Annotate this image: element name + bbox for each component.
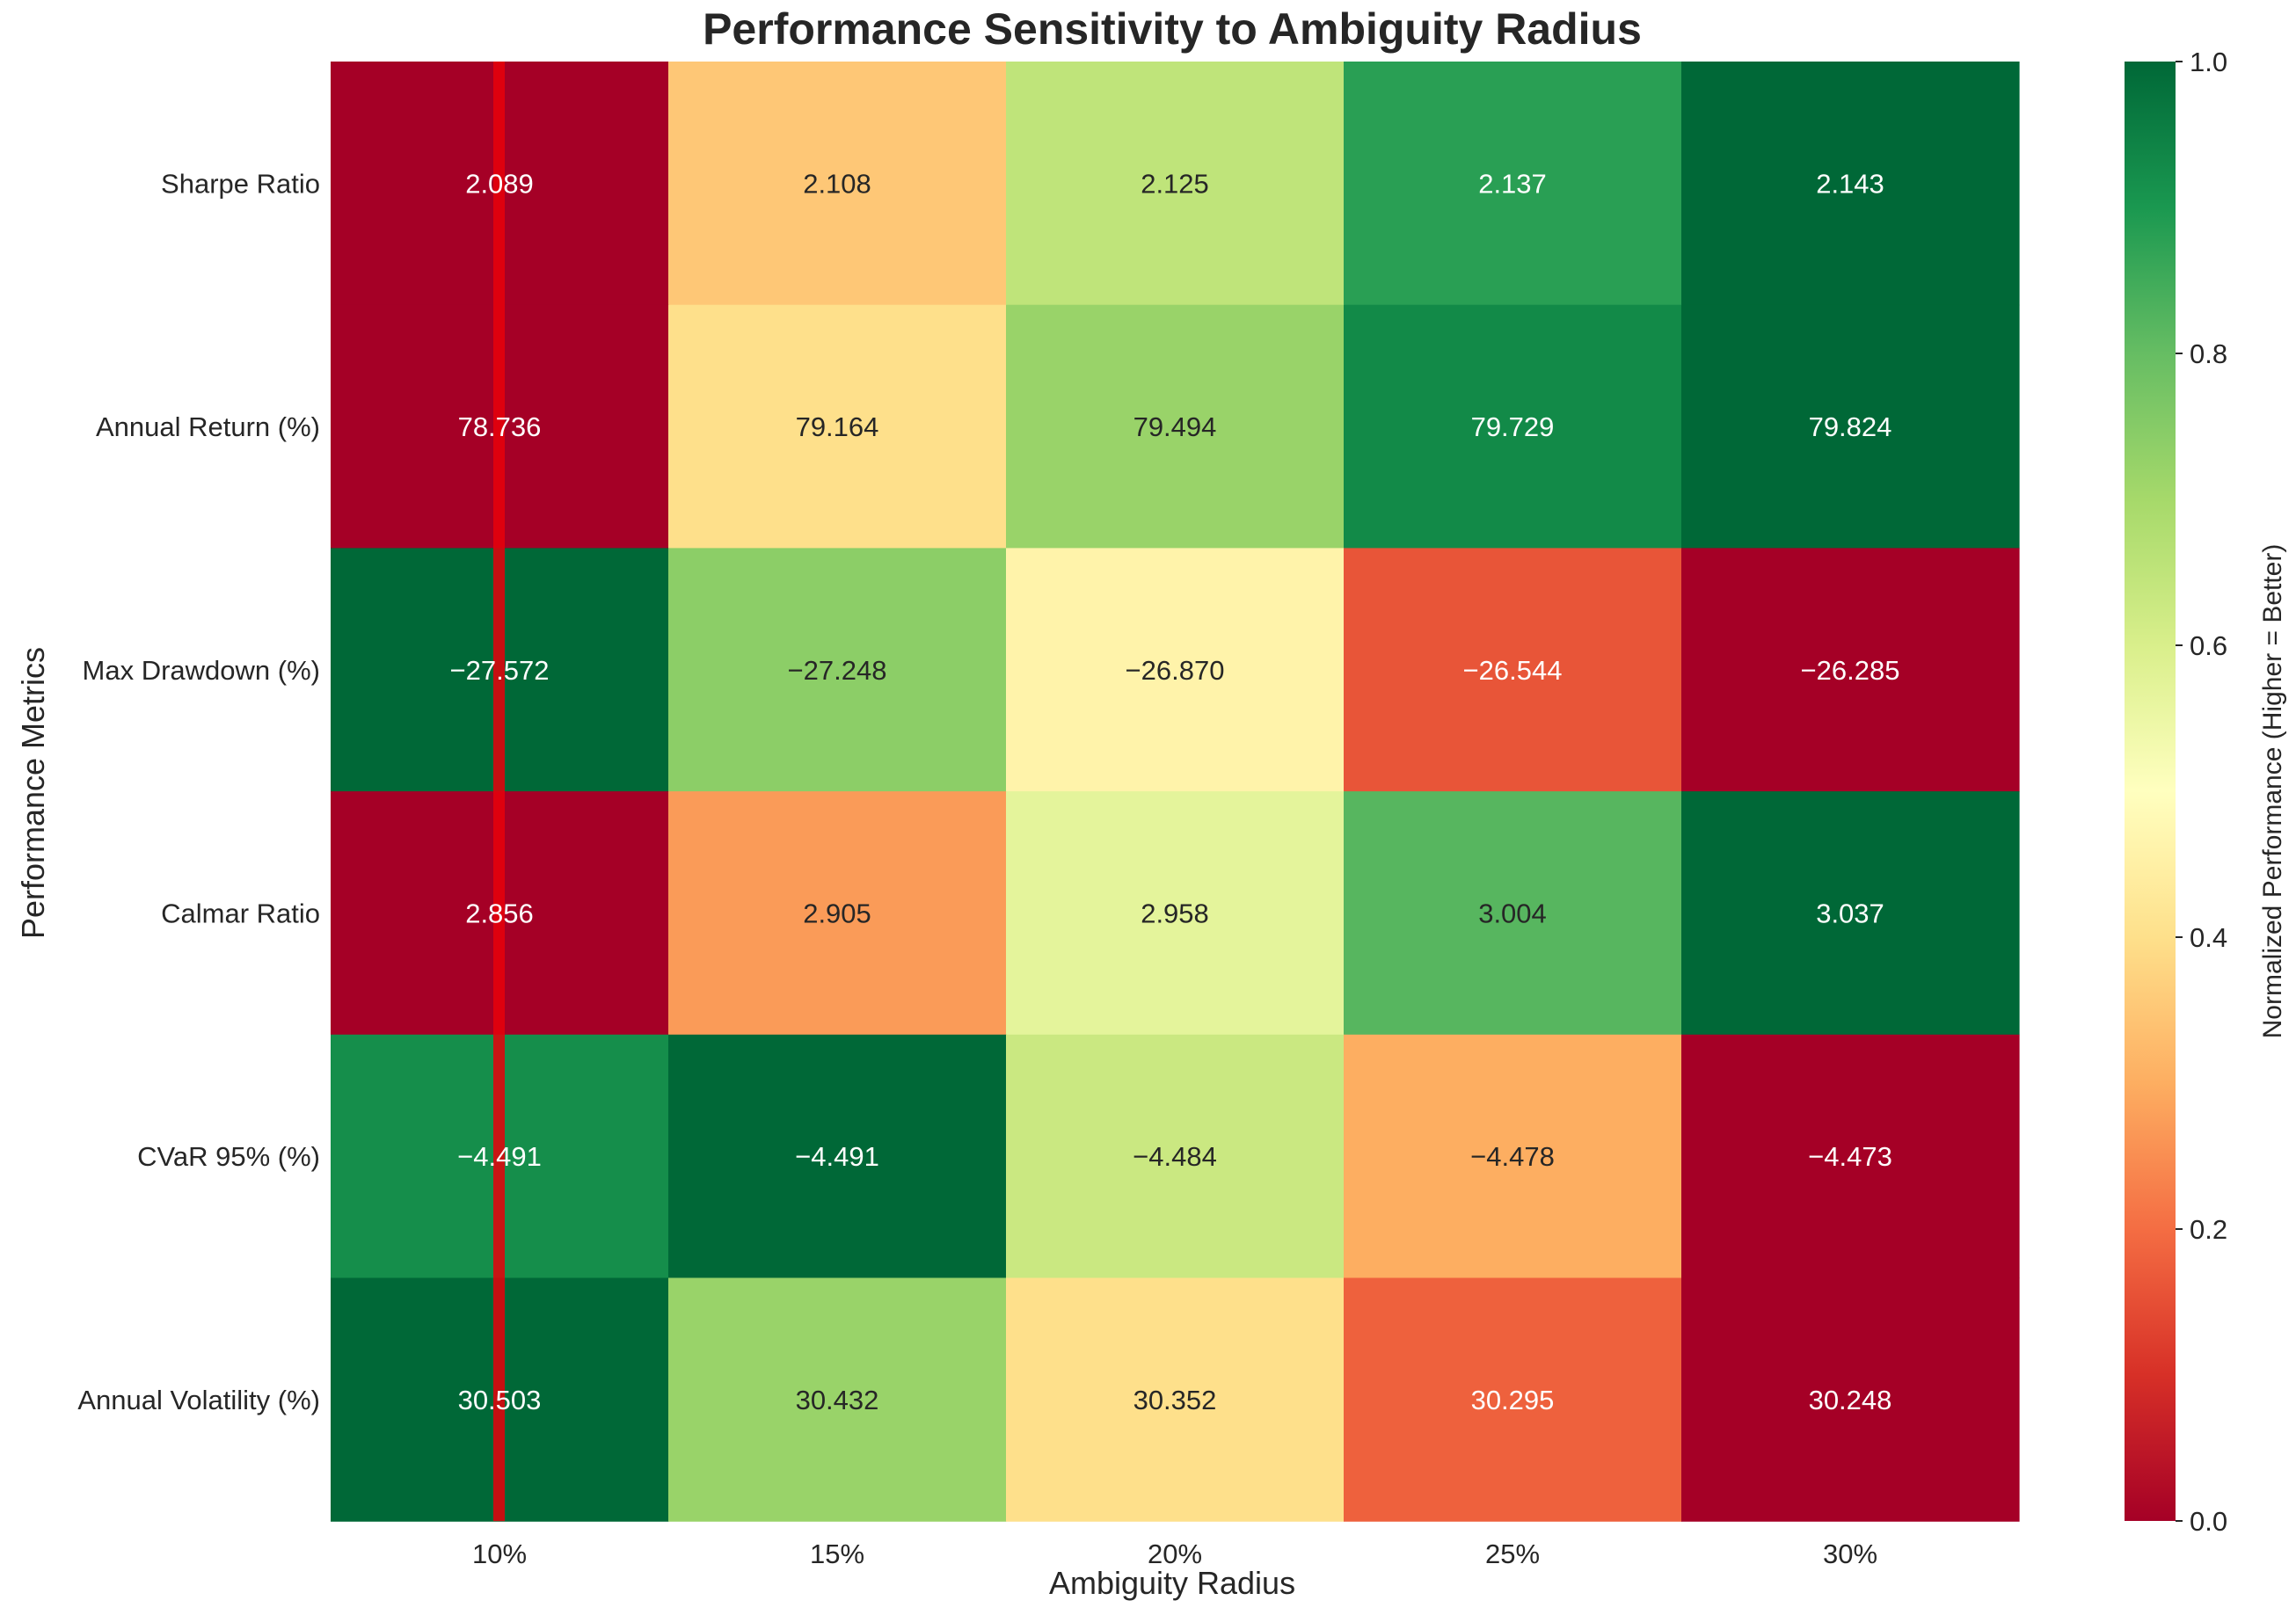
- heatmap-cell-annual-return-15: [668, 304, 1007, 549]
- x-tick-label: 30%: [1823, 1539, 1877, 1569]
- colorbar-tick-label: 0.4: [2190, 922, 2227, 953]
- cell-annotation: −4.473: [1808, 1141, 1892, 1172]
- cell-annotations: 2.089 2.108 2.125 2.137 2.143 78.736 79.164 79.…: [450, 168, 1900, 1415]
- cell-annotation: 2.905: [803, 898, 871, 928]
- heatmap-cell-sharpe-ratio-15: [668, 62, 1007, 306]
- heatmap-cell-max-drawdown-15: [668, 548, 1007, 792]
- heatmap-cell-calmar-ratio-15: [668, 791, 1007, 1036]
- heatmap-cell-calmar-ratio-20: [1006, 791, 1345, 1036]
- y-tick-label: Sharpe Ratio: [161, 168, 320, 199]
- cell-annotation: 30.248: [1809, 1385, 1892, 1415]
- cell-annotation: −4.478: [1470, 1141, 1555, 1172]
- heatmap-cell-max-drawdown-25: [1344, 548, 1682, 792]
- cell-annotation: −27.248: [788, 655, 887, 686]
- heatmap-cell-sharpe-ratio-30: [1681, 62, 2020, 306]
- cell-annotation: 2.089: [465, 168, 534, 199]
- colorbar: [2125, 62, 2176, 1521]
- cell-annotation: 79.824: [1809, 411, 1892, 442]
- cell-annotation: 30.503: [458, 1385, 542, 1415]
- cell-annotation: −26.544: [1463, 655, 1563, 686]
- cell-annotation: 2.108: [803, 168, 871, 199]
- colorbar-tick-label: 0.6: [2190, 630, 2227, 661]
- heatmap-cell-cvar-95-15: [668, 1034, 1007, 1279]
- cell-annotation: −27.572: [450, 655, 550, 686]
- cell-annotation: −4.491: [457, 1141, 542, 1172]
- highlight-column-line: [493, 62, 505, 1522]
- y-tick-label: Annual Volatility (%): [77, 1385, 320, 1415]
- heatmap-cell-calmar-ratio-25: [1344, 791, 1682, 1036]
- heatmap-cells: [331, 62, 2020, 1522]
- heatmap-cell-annual-return-20: [1006, 304, 1345, 549]
- cell-annotation: 2.856: [465, 898, 534, 928]
- cell-annotation: −4.484: [1133, 1141, 1217, 1172]
- heatmap-cell-cvar-95-30: [1681, 1034, 2020, 1279]
- heatmap-cell-max-drawdown-30: [1681, 548, 2020, 792]
- y-tick-label: Annual Return (%): [96, 411, 320, 442]
- y-tick-label: Max Drawdown (%): [83, 655, 320, 686]
- cell-annotation: −26.285: [1801, 655, 1900, 686]
- x-tick-label: 20%: [1148, 1539, 1202, 1569]
- heatmap-cell-annual-volatility-25: [1344, 1277, 1682, 1522]
- x-tick-label: 15%: [810, 1539, 864, 1569]
- cell-annotation: −26.870: [1126, 655, 1225, 686]
- y-tick-label: CVaR 95% (%): [137, 1141, 320, 1172]
- cell-annotation: 79.164: [796, 411, 879, 442]
- heatmap-cell-annual-volatility-15: [668, 1277, 1007, 1522]
- y-tick-labels: Sharpe Ratio Annual Return (%) Max Drawdow…: [77, 168, 320, 1415]
- cell-annotation: 30.352: [1133, 1385, 1217, 1415]
- cell-annotation: 78.736: [458, 411, 542, 442]
- cell-annotation: 3.004: [1478, 898, 1547, 928]
- heatmap-cell-sharpe-ratio-20: [1006, 62, 1345, 306]
- cell-annotation: 30.432: [796, 1385, 879, 1415]
- heatmap-cell-annual-volatility-30: [1681, 1277, 2020, 1522]
- y-axis-label: Performance Metrics: [15, 647, 51, 939]
- y-tick-label: Calmar Ratio: [161, 898, 320, 928]
- cell-annotation: 30.295: [1471, 1385, 1555, 1415]
- heatmap-cell-annual-volatility-20: [1006, 1277, 1345, 1522]
- colorbar-label: Normalized Performance (Higher = Better): [2258, 544, 2287, 1039]
- chart-title: Performance Sensitivity to Ambiguity Rad…: [703, 4, 1642, 54]
- cell-annotation: −4.491: [795, 1141, 879, 1172]
- x-axis-label: Ambiguity Radius: [1049, 1565, 1295, 1601]
- heatmap-cell-calmar-ratio-30: [1681, 791, 2020, 1036]
- cell-annotation: 2.958: [1141, 898, 1209, 928]
- heatmap-cell-cvar-95-20: [1006, 1034, 1345, 1279]
- colorbar-tick-label: 0.2: [2190, 1214, 2227, 1245]
- cell-annotation: 2.143: [1816, 168, 1884, 199]
- x-tick-label: 10%: [472, 1539, 527, 1569]
- cell-annotation: 79.494: [1133, 411, 1217, 442]
- heatmap-cell-annual-return-25: [1344, 304, 1682, 549]
- colorbar-tick-label: 0.0: [2190, 1506, 2227, 1537]
- highlight-layer: [493, 62, 505, 1522]
- heatmap-cell-max-drawdown-20: [1006, 548, 1345, 792]
- cell-annotation: 3.037: [1816, 898, 1884, 928]
- cell-annotation: 2.125: [1141, 168, 1209, 199]
- colorbar-ticks: 0.0 0.2 0.4 0.6 0.8 1.0: [2176, 47, 2227, 1537]
- colorbar-tick-label: 0.8: [2190, 338, 2227, 369]
- heatmap-cell-cvar-95-25: [1344, 1034, 1682, 1279]
- heatmap-cell-annual-return-30: [1681, 304, 2020, 549]
- cell-annotation: 79.729: [1471, 411, 1555, 442]
- heatmap-cell-sharpe-ratio-25: [1344, 62, 1682, 306]
- cell-annotation: 2.137: [1478, 168, 1547, 199]
- x-tick-labels: 10% 15% 20% 25% 30%: [472, 1539, 1877, 1569]
- x-tick-label: 25%: [1485, 1539, 1540, 1569]
- colorbar-tick-label: 1.0: [2190, 47, 2227, 77]
